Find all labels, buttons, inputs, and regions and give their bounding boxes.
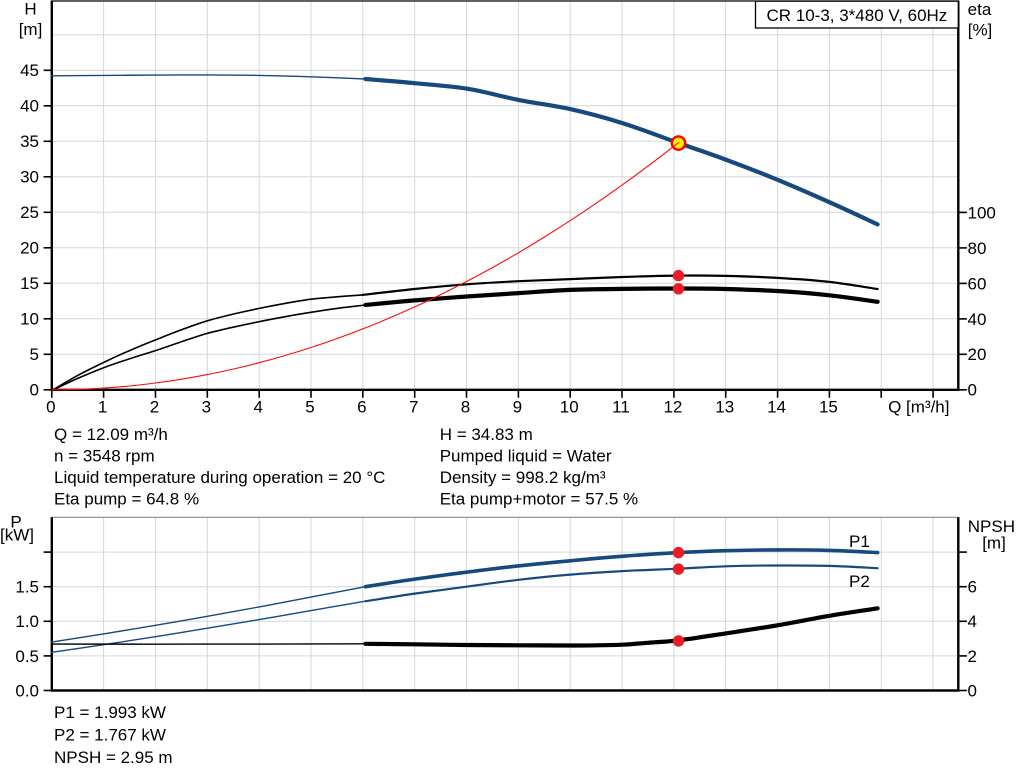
- svg-text:20: 20: [968, 345, 987, 364]
- svg-text:Q [m³/h]: Q [m³/h]: [888, 398, 949, 417]
- svg-text:15: 15: [20, 274, 39, 293]
- svg-text:NPSH: NPSH: [968, 517, 1015, 536]
- svg-text:n = 3548 rpm: n = 3548 rpm: [54, 447, 155, 466]
- svg-text:P2: P2: [849, 572, 870, 591]
- svg-text:20: 20: [20, 239, 39, 258]
- svg-text:CR 10-3, 3*480 V, 60Hz: CR 10-3, 3*480 V, 60Hz: [766, 6, 947, 25]
- svg-text:60: 60: [968, 274, 987, 293]
- svg-text:45: 45: [20, 61, 39, 80]
- svg-text:NPSH = 2.95 m: NPSH = 2.95 m: [54, 748, 173, 767]
- svg-text:100: 100: [968, 203, 996, 222]
- svg-text:Eta pump = 64.8 %: Eta pump = 64.8 %: [54, 490, 199, 509]
- svg-text:6: 6: [968, 578, 977, 597]
- svg-text:10: 10: [560, 398, 579, 417]
- svg-text:P1: P1: [849, 532, 870, 551]
- svg-text:H: H: [24, 0, 36, 19]
- svg-text:Liquid temperature during oper: Liquid temperature during operation = 20…: [54, 468, 385, 487]
- svg-text:Eta pump+motor = 57.5 %: Eta pump+motor = 57.5 %: [440, 490, 638, 509]
- svg-text:[m]: [m]: [19, 20, 43, 39]
- svg-text:P1 = 1.993 kW: P1 = 1.993 kW: [54, 703, 166, 722]
- svg-text:80: 80: [968, 239, 987, 258]
- svg-text:9: 9: [513, 398, 522, 417]
- svg-text:eta: eta: [968, 0, 992, 19]
- svg-text:H = 34.83 m: H = 34.83 m: [440, 425, 533, 444]
- svg-text:14: 14: [767, 398, 786, 417]
- svg-text:Q = 12.09 m³/h: Q = 12.09 m³/h: [54, 425, 168, 444]
- svg-text:4: 4: [253, 398, 262, 417]
- svg-text:Pumped liquid = Water: Pumped liquid = Water: [440, 447, 612, 466]
- svg-text:5: 5: [305, 398, 314, 417]
- svg-text:0.5: 0.5: [15, 647, 39, 666]
- svg-text:5: 5: [30, 345, 39, 364]
- svg-text:13: 13: [715, 398, 734, 417]
- svg-text:1.0: 1.0: [15, 612, 39, 631]
- svg-text:[m]: [m]: [982, 534, 1006, 553]
- svg-text:0: 0: [30, 381, 39, 400]
- svg-text:Density = 998.2 kg/m³: Density = 998.2 kg/m³: [440, 468, 606, 487]
- svg-text:[kW]: [kW]: [0, 526, 34, 545]
- svg-text:0: 0: [46, 398, 55, 417]
- svg-text:1.5: 1.5: [15, 578, 39, 597]
- svg-text:35: 35: [20, 132, 39, 151]
- svg-text:8: 8: [461, 398, 470, 417]
- svg-text:11: 11: [612, 398, 630, 417]
- svg-text:7: 7: [409, 398, 418, 417]
- svg-text:40: 40: [20, 97, 39, 116]
- svg-text:[%]: [%]: [968, 21, 993, 40]
- svg-text:0: 0: [968, 681, 977, 700]
- svg-text:30: 30: [20, 168, 39, 187]
- svg-text:40: 40: [968, 310, 987, 329]
- svg-text:P: P: [10, 513, 21, 532]
- svg-text:1: 1: [98, 398, 107, 417]
- svg-text:2: 2: [968, 647, 977, 666]
- svg-text:6: 6: [357, 398, 366, 417]
- svg-text:2: 2: [150, 398, 159, 417]
- svg-text:25: 25: [20, 203, 39, 222]
- svg-text:P2 = 1.767 kW: P2 = 1.767 kW: [54, 725, 166, 744]
- svg-text:12: 12: [663, 398, 682, 417]
- svg-text:0: 0: [968, 381, 977, 400]
- svg-text:3: 3: [202, 398, 211, 417]
- svg-text:15: 15: [819, 398, 838, 417]
- svg-text:10: 10: [20, 310, 39, 329]
- svg-text:4: 4: [968, 612, 977, 631]
- svg-text:0.0: 0.0: [15, 681, 39, 700]
